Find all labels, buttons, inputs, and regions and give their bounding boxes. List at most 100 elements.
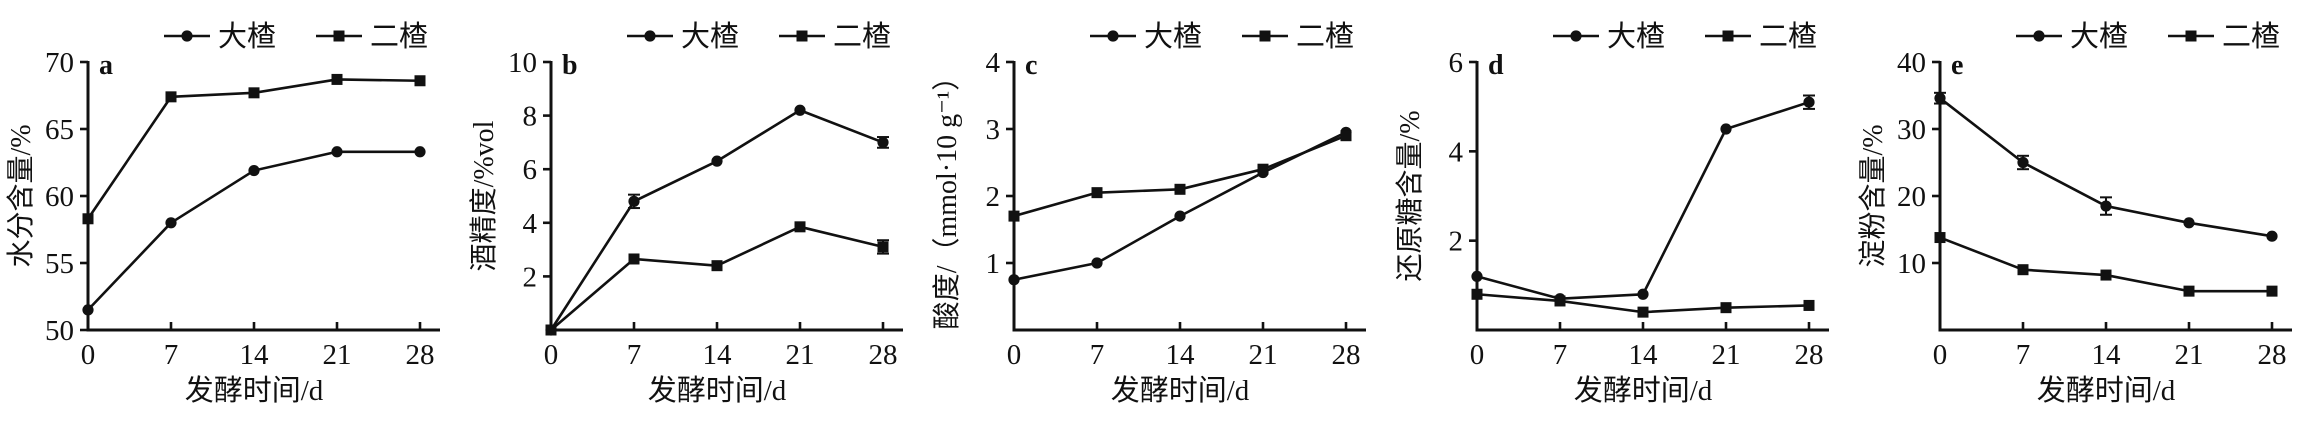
legend-item-0: 大楂 [164, 20, 276, 53]
data-point [165, 217, 177, 229]
legend: 大楂 二楂 [164, 20, 428, 53]
y-tick-label: 10 [1897, 248, 1926, 280]
legend-square-marker-icon [1259, 30, 1271, 42]
x-tick-label: 21 [1712, 339, 1741, 371]
x-tick-label: 14 [703, 339, 733, 371]
y-tick-label: 8 [523, 101, 538, 133]
series-line-1 [1939, 236, 2272, 293]
legend-label: 大楂 [218, 20, 276, 53]
data-point [2017, 264, 2029, 276]
legend-label: 二楂 [833, 20, 891, 53]
data-point [628, 253, 640, 265]
legend-circle-marker-icon [2033, 30, 2045, 42]
y-axis-title: 淀粉含量/% [1857, 124, 1889, 267]
data-point [1934, 92, 1946, 104]
legend: 大楂 二楂 [1090, 20, 1354, 53]
x-axis-title: 发酵时间/d [185, 374, 324, 407]
legend-circle-marker-icon [1570, 30, 1582, 42]
data-point [414, 146, 426, 158]
data-point [877, 241, 889, 253]
x-tick-label: 7 [164, 339, 179, 371]
data-point [794, 104, 806, 116]
legend-label: 大楂 [1144, 20, 1202, 53]
data-point [248, 164, 260, 177]
data-point [794, 221, 806, 233]
data-point [331, 146, 343, 158]
legend-label: 二楂 [370, 20, 428, 53]
x-tick-label: 0 [544, 339, 559, 371]
chart-svg-a: 50 55 60 65 70 0 7 14 21 28 发酵时间/d 水分含量/% a 大楂 二楂 [5, 20, 440, 407]
x-tick-label: 7 [2016, 339, 2031, 371]
y-axis-title: 酒精度/%vol [468, 120, 500, 271]
y-tick-label: 4 [523, 208, 538, 240]
legend-item-1: 二楂 [2168, 20, 2280, 53]
legend-item-1: 二楂 [316, 20, 428, 53]
legend: 大楂 二楂 [1553, 20, 1817, 53]
y-tick-label: 2 [1449, 226, 1464, 258]
data-point [331, 73, 343, 85]
legend-label: 二楂 [1759, 20, 1817, 53]
x-tick-label: 14 [1166, 339, 1196, 371]
chart-panel-d: 2 4 6 0 7 14 21 28 发酵时间/d 还原糖含量/% d 大楂 二楂 [1389, 0, 1852, 437]
data-point [414, 75, 426, 87]
y-tick-label: 60 [45, 181, 74, 213]
legend: 大楂 二楂 [2016, 20, 2280, 53]
y-tick-label: 4 [1449, 136, 1464, 168]
data-point [82, 304, 94, 316]
data-point [545, 324, 557, 336]
legend-item-0: 大楂 [1553, 20, 1665, 53]
x-tick-label: 14 [2092, 339, 2122, 371]
y-tick-label: 6 [1449, 47, 1464, 79]
data-point [2183, 285, 2195, 297]
data-point [877, 136, 889, 148]
y-tick-label: 1 [986, 248, 1001, 280]
chart-panel-e: 10 20 30 40 0 7 14 21 28 发酵时间/d 淀粉含量/% e 大楂 二楂 [1852, 0, 2315, 437]
data-point [1174, 210, 1186, 222]
y-tick-label: 40 [1897, 47, 1926, 79]
data-point [165, 91, 177, 103]
y-tick-label: 2 [986, 181, 1001, 213]
legend-item-1: 二楂 [779, 20, 891, 53]
data-point [1471, 270, 1483, 282]
series-line-0 [1476, 100, 1810, 301]
y-axis-title: 水分含量/% [5, 124, 37, 267]
y-tick-label: 3 [986, 114, 1001, 146]
legend-label: 二楂 [2222, 20, 2280, 53]
x-tick-label: 28 [869, 339, 898, 371]
y-tick-label: 4 [986, 47, 1001, 79]
data-point [1803, 96, 1815, 108]
x-axis-title: 发酵时间/d [1111, 374, 1250, 407]
legend: 大楂 二楂 [627, 20, 891, 53]
data-point [1720, 302, 1732, 314]
x-axis-title: 发酵时间/d [1574, 374, 1713, 407]
data-point [1008, 210, 1020, 222]
legend-square-marker-icon [333, 30, 345, 42]
data-point [1257, 163, 1269, 175]
data-point [2183, 217, 2195, 229]
data-point [2266, 285, 2278, 297]
chart-svg-c: 1 2 3 4 0 7 14 21 28 发酵时间/d 酸度/（mmol·10 g⁻¹） c 大楂 二楂 [931, 20, 1366, 407]
y-tick-label: 6 [523, 154, 538, 186]
x-tick-label: 0 [81, 339, 96, 371]
chart-panel-a: 50 55 60 65 70 0 7 14 21 28 发酵时间/d 水分含量/% a 大楂 二楂 [0, 0, 463, 437]
legend-square-marker-icon [1722, 30, 1734, 42]
data-point [1637, 306, 1649, 318]
data-point [1340, 130, 1352, 142]
data-point [1803, 299, 1815, 311]
legend-circle-marker-icon [181, 30, 193, 42]
y-tick-label: 30 [1897, 114, 1926, 146]
x-tick-label: 21 [1249, 339, 1278, 371]
legend-circle-marker-icon [1107, 30, 1119, 42]
x-tick-label: 0 [1470, 339, 1485, 371]
y-tick-label: 65 [45, 114, 74, 146]
y-axis-title: 还原糖含量/% [1394, 110, 1426, 281]
x-tick-label: 28 [2258, 339, 2287, 371]
series-line-1 [550, 225, 884, 331]
data-point [1637, 288, 1649, 300]
chart-svg-e: 10 20 30 40 0 7 14 21 28 发酵时间/d 淀粉含量/% e 大楂 二楂 [1857, 20, 2292, 407]
x-tick-label: 14 [1629, 339, 1659, 371]
data-point [1720, 123, 1732, 135]
panel-letter: a [99, 50, 113, 81]
x-tick-label: 0 [1007, 339, 1022, 371]
